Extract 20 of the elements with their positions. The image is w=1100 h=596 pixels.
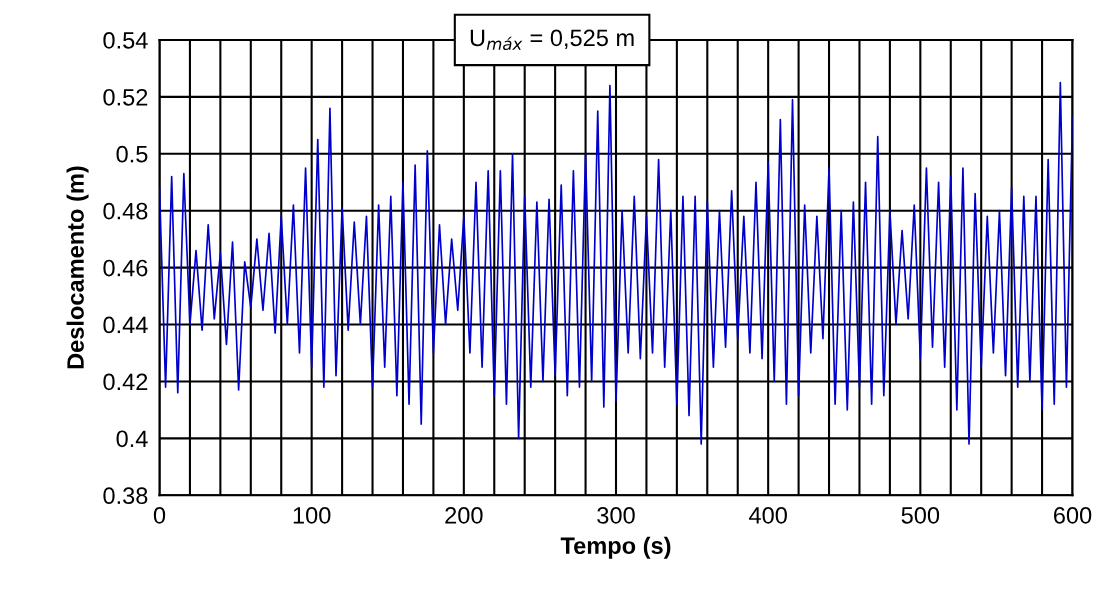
x-tick-label: 500	[901, 507, 940, 524]
y-tick-label: 0.46	[103, 259, 148, 277]
y-tick-label: 0.38	[103, 487, 148, 505]
x-tick-label: 0	[153, 507, 166, 524]
y-tick-label: 0.54	[103, 32, 148, 49]
x-tick-label: 600	[1054, 507, 1092, 524]
y-axis-title: Deslocamento (m)	[66, 166, 89, 369]
line-series	[159, 81, 1073, 445]
x-tick-label: 100	[293, 507, 331, 524]
x-tick-label: 300	[597, 507, 635, 524]
y-tick-label: 0.5	[116, 145, 148, 163]
x-axis-title: Tempo (s)	[560, 536, 671, 559]
y-tick-label: 0.4	[116, 430, 148, 448]
y-tick-label: 0.42	[103, 373, 148, 391]
x-tick-label: 200	[445, 507, 483, 524]
y-tick-label: 0.52	[103, 88, 148, 106]
annotation: U$_{máx}$ = 0,525 m	[470, 29, 634, 51]
y-tick-label: 0.48	[103, 202, 148, 220]
y-tick-label: 0.44	[103, 316, 148, 334]
x-tick-label: 400	[749, 507, 787, 524]
